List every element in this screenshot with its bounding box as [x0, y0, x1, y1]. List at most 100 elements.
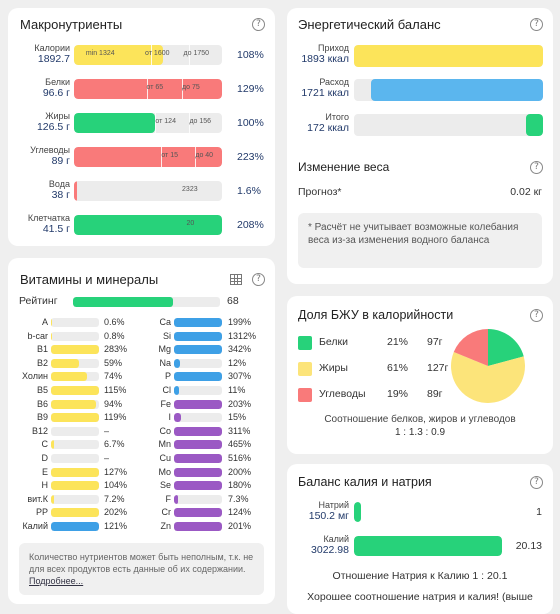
vitamin-bar-fill [174, 400, 222, 409]
vitamin-name: H [10, 480, 48, 490]
vitamin-bar [174, 495, 222, 504]
vitamin-bar [51, 345, 99, 354]
vitamin-bar [51, 400, 99, 409]
range-tick: 20 [186, 220, 194, 227]
vitamin-name: D [10, 453, 48, 463]
vitamin-bar [51, 359, 99, 368]
vitamin-bar [51, 522, 99, 531]
bju-grams: 97г [427, 336, 443, 348]
vitamin-percent: 94% [104, 399, 122, 409]
help-icon[interactable]: ? [530, 161, 543, 174]
vitamin-bar [51, 386, 99, 395]
vitamin-bar-fill [174, 440, 222, 449]
note-text: Количество нутриентов может быть неполны… [29, 552, 253, 574]
vitamin-name: b-car [10, 331, 48, 341]
table-icon[interactable] [230, 274, 242, 285]
vitamin-bar [174, 468, 222, 477]
vitamin-percent: 115% [104, 385, 126, 395]
vitamin-bar-fill [174, 481, 222, 490]
vitamin-name: Ca [133, 317, 171, 327]
vitamin-name: Cl [133, 385, 171, 395]
vitamin-percent: 15% [228, 412, 246, 422]
vitamin-bar [51, 495, 99, 504]
vitamin-percent: 200% [228, 467, 251, 477]
vitamin-percent: 311% [228, 426, 250, 436]
energy-bar [354, 45, 543, 67]
energy-bar [354, 79, 543, 101]
vitamin-bar-fill [51, 495, 54, 504]
bju-swatch [298, 362, 312, 376]
vitamin-percent: 0.8% [104, 331, 125, 341]
card-title: Макронутриенты [20, 17, 122, 32]
vitamin-percent: 104% [104, 480, 127, 490]
kna-value: 3022.98 [287, 545, 349, 556]
kna-value: 150.2 мг [287, 511, 349, 522]
weight-change-title: Изменение веса [298, 160, 389, 174]
vitamin-bar [51, 454, 99, 463]
macro-value: 38 г [8, 189, 70, 201]
vitamin-bar-fill [51, 372, 87, 381]
vitamin-name: E [10, 467, 48, 477]
rating-bar-fill [73, 297, 173, 307]
vitamin-percent: 180% [228, 480, 251, 490]
vitamin-name: Zn [133, 521, 171, 531]
vitamin-name: I [133, 412, 171, 422]
forecast-value: 0.02 кг [510, 186, 542, 198]
vitamin-name: Na [133, 358, 171, 368]
kna-number: 1 [536, 506, 542, 518]
vitamin-bar-fill [174, 359, 180, 368]
energy-bar [354, 114, 543, 136]
vitamin-bar-fill [51, 413, 99, 422]
vitamin-name: P [133, 371, 171, 381]
vitamin-name: Cr [133, 507, 171, 517]
vitamin-bar [174, 332, 222, 341]
range-tick: от 124 [155, 118, 176, 125]
help-icon[interactable]: ? [252, 273, 265, 286]
vitamin-bar-fill [51, 522, 99, 531]
kna-bar [354, 536, 502, 556]
card-title: Энергетический баланс [298, 17, 441, 32]
help-icon[interactable]: ? [530, 309, 543, 322]
vitamin-name: вит.К [10, 494, 48, 504]
vitamin-percent: 283% [104, 344, 127, 354]
macro-value: 41.5 г [8, 223, 70, 235]
vitamin-name: B1 [10, 344, 48, 354]
vitamin-percent: 127% [104, 467, 127, 477]
vitamin-percent: 124% [228, 507, 251, 517]
bju-swatch [298, 388, 312, 402]
macro-percent: 100% [237, 117, 264, 129]
help-icon[interactable]: ? [530, 476, 543, 489]
more-link[interactable]: Подробнее... [29, 576, 83, 586]
vitamin-bar [51, 427, 99, 436]
help-icon[interactable]: ? [530, 18, 543, 31]
vitamin-bar-fill [174, 386, 179, 395]
vitamin-name: B6 [10, 399, 48, 409]
help-icon[interactable]: ? [252, 18, 265, 31]
vitamin-percent: 7.2% [104, 494, 125, 504]
vitamin-bar-fill [51, 386, 99, 395]
rating-value: 68 [227, 295, 239, 307]
range-tick: до 1750 [184, 50, 210, 57]
vitamin-percent: 199% [228, 317, 251, 327]
rating-label: Рейтинг [19, 295, 58, 307]
vitamin-bar [174, 427, 222, 436]
energy-bar-fill [354, 45, 543, 67]
vitamin-bar-fill [174, 522, 222, 531]
vitamin-percent: 7.3% [228, 494, 249, 504]
macro-bar-fill [74, 215, 222, 235]
macro-name: Углеводы [30, 145, 70, 155]
macro-bar: 2323 [74, 181, 222, 201]
macro-bar-fill [74, 113, 155, 133]
vitamin-name: C [10, 439, 48, 449]
vitamin-percent: 74% [104, 371, 122, 381]
